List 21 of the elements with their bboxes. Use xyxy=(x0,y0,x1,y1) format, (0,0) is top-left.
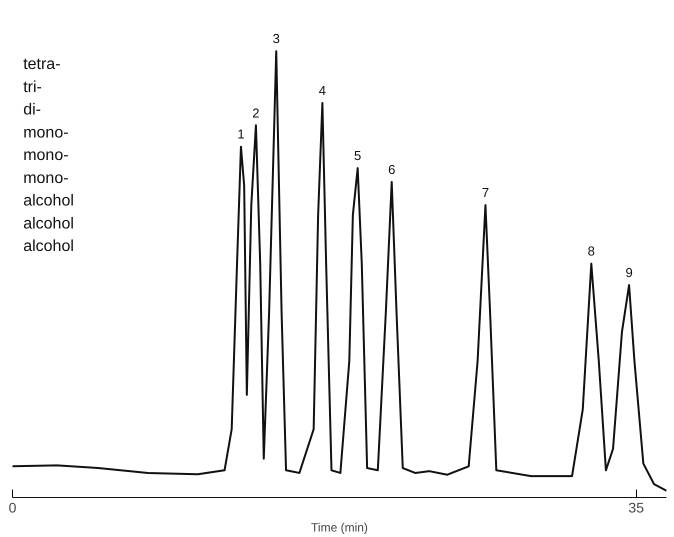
annotation: 6 xyxy=(388,162,396,177)
annotation: mono- xyxy=(23,124,69,142)
annotation: tri- xyxy=(23,78,42,96)
annotation: 4 xyxy=(318,82,326,98)
annotation: alcohol xyxy=(23,215,74,232)
annotation: di- xyxy=(23,102,41,119)
annotation: 3 xyxy=(272,31,280,46)
annotation: 5 xyxy=(354,148,362,164)
annotation: alcohol xyxy=(23,192,74,210)
annotation: 7 xyxy=(482,185,490,200)
x-tick-label: 0 xyxy=(8,500,17,516)
annotation: tetra- xyxy=(23,56,61,74)
annotation: 8 xyxy=(588,244,595,259)
annotation: mono- xyxy=(23,170,69,187)
annotation: 1 xyxy=(237,126,245,142)
annotation: 2 xyxy=(252,105,260,120)
x-tick-label: 35 xyxy=(628,500,644,516)
annotation: 9 xyxy=(625,265,633,280)
x-axis-title: Time (min) xyxy=(311,520,368,534)
annotation: alcohol xyxy=(23,238,74,256)
annotation: mono- xyxy=(23,147,69,164)
